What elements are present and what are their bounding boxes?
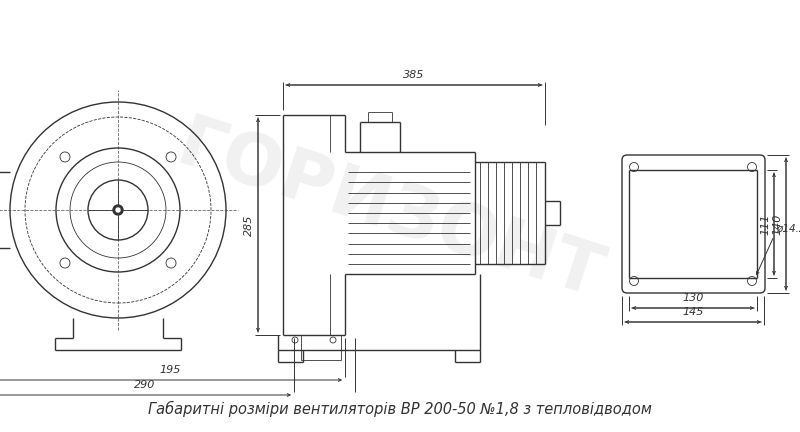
- Text: 145: 145: [682, 307, 704, 317]
- Text: Габаритні розміри вентиляторів ВР 200-50 №1,8 з тепловідводом: Габаритні розміри вентиляторів ВР 200-50…: [148, 401, 652, 417]
- Text: 290: 290: [134, 380, 156, 390]
- Text: ø14.2: ø14.2: [776, 224, 800, 234]
- Circle shape: [113, 205, 123, 215]
- Text: 285: 285: [244, 214, 254, 236]
- Text: 195: 195: [160, 365, 181, 375]
- Text: 140: 140: [772, 213, 782, 235]
- Text: ГОРИЗОНТ: ГОРИЗОНТ: [169, 111, 611, 313]
- Text: 111: 111: [760, 213, 770, 235]
- Text: 385: 385: [403, 70, 425, 80]
- Circle shape: [116, 208, 120, 212]
- Text: 130: 130: [682, 293, 704, 303]
